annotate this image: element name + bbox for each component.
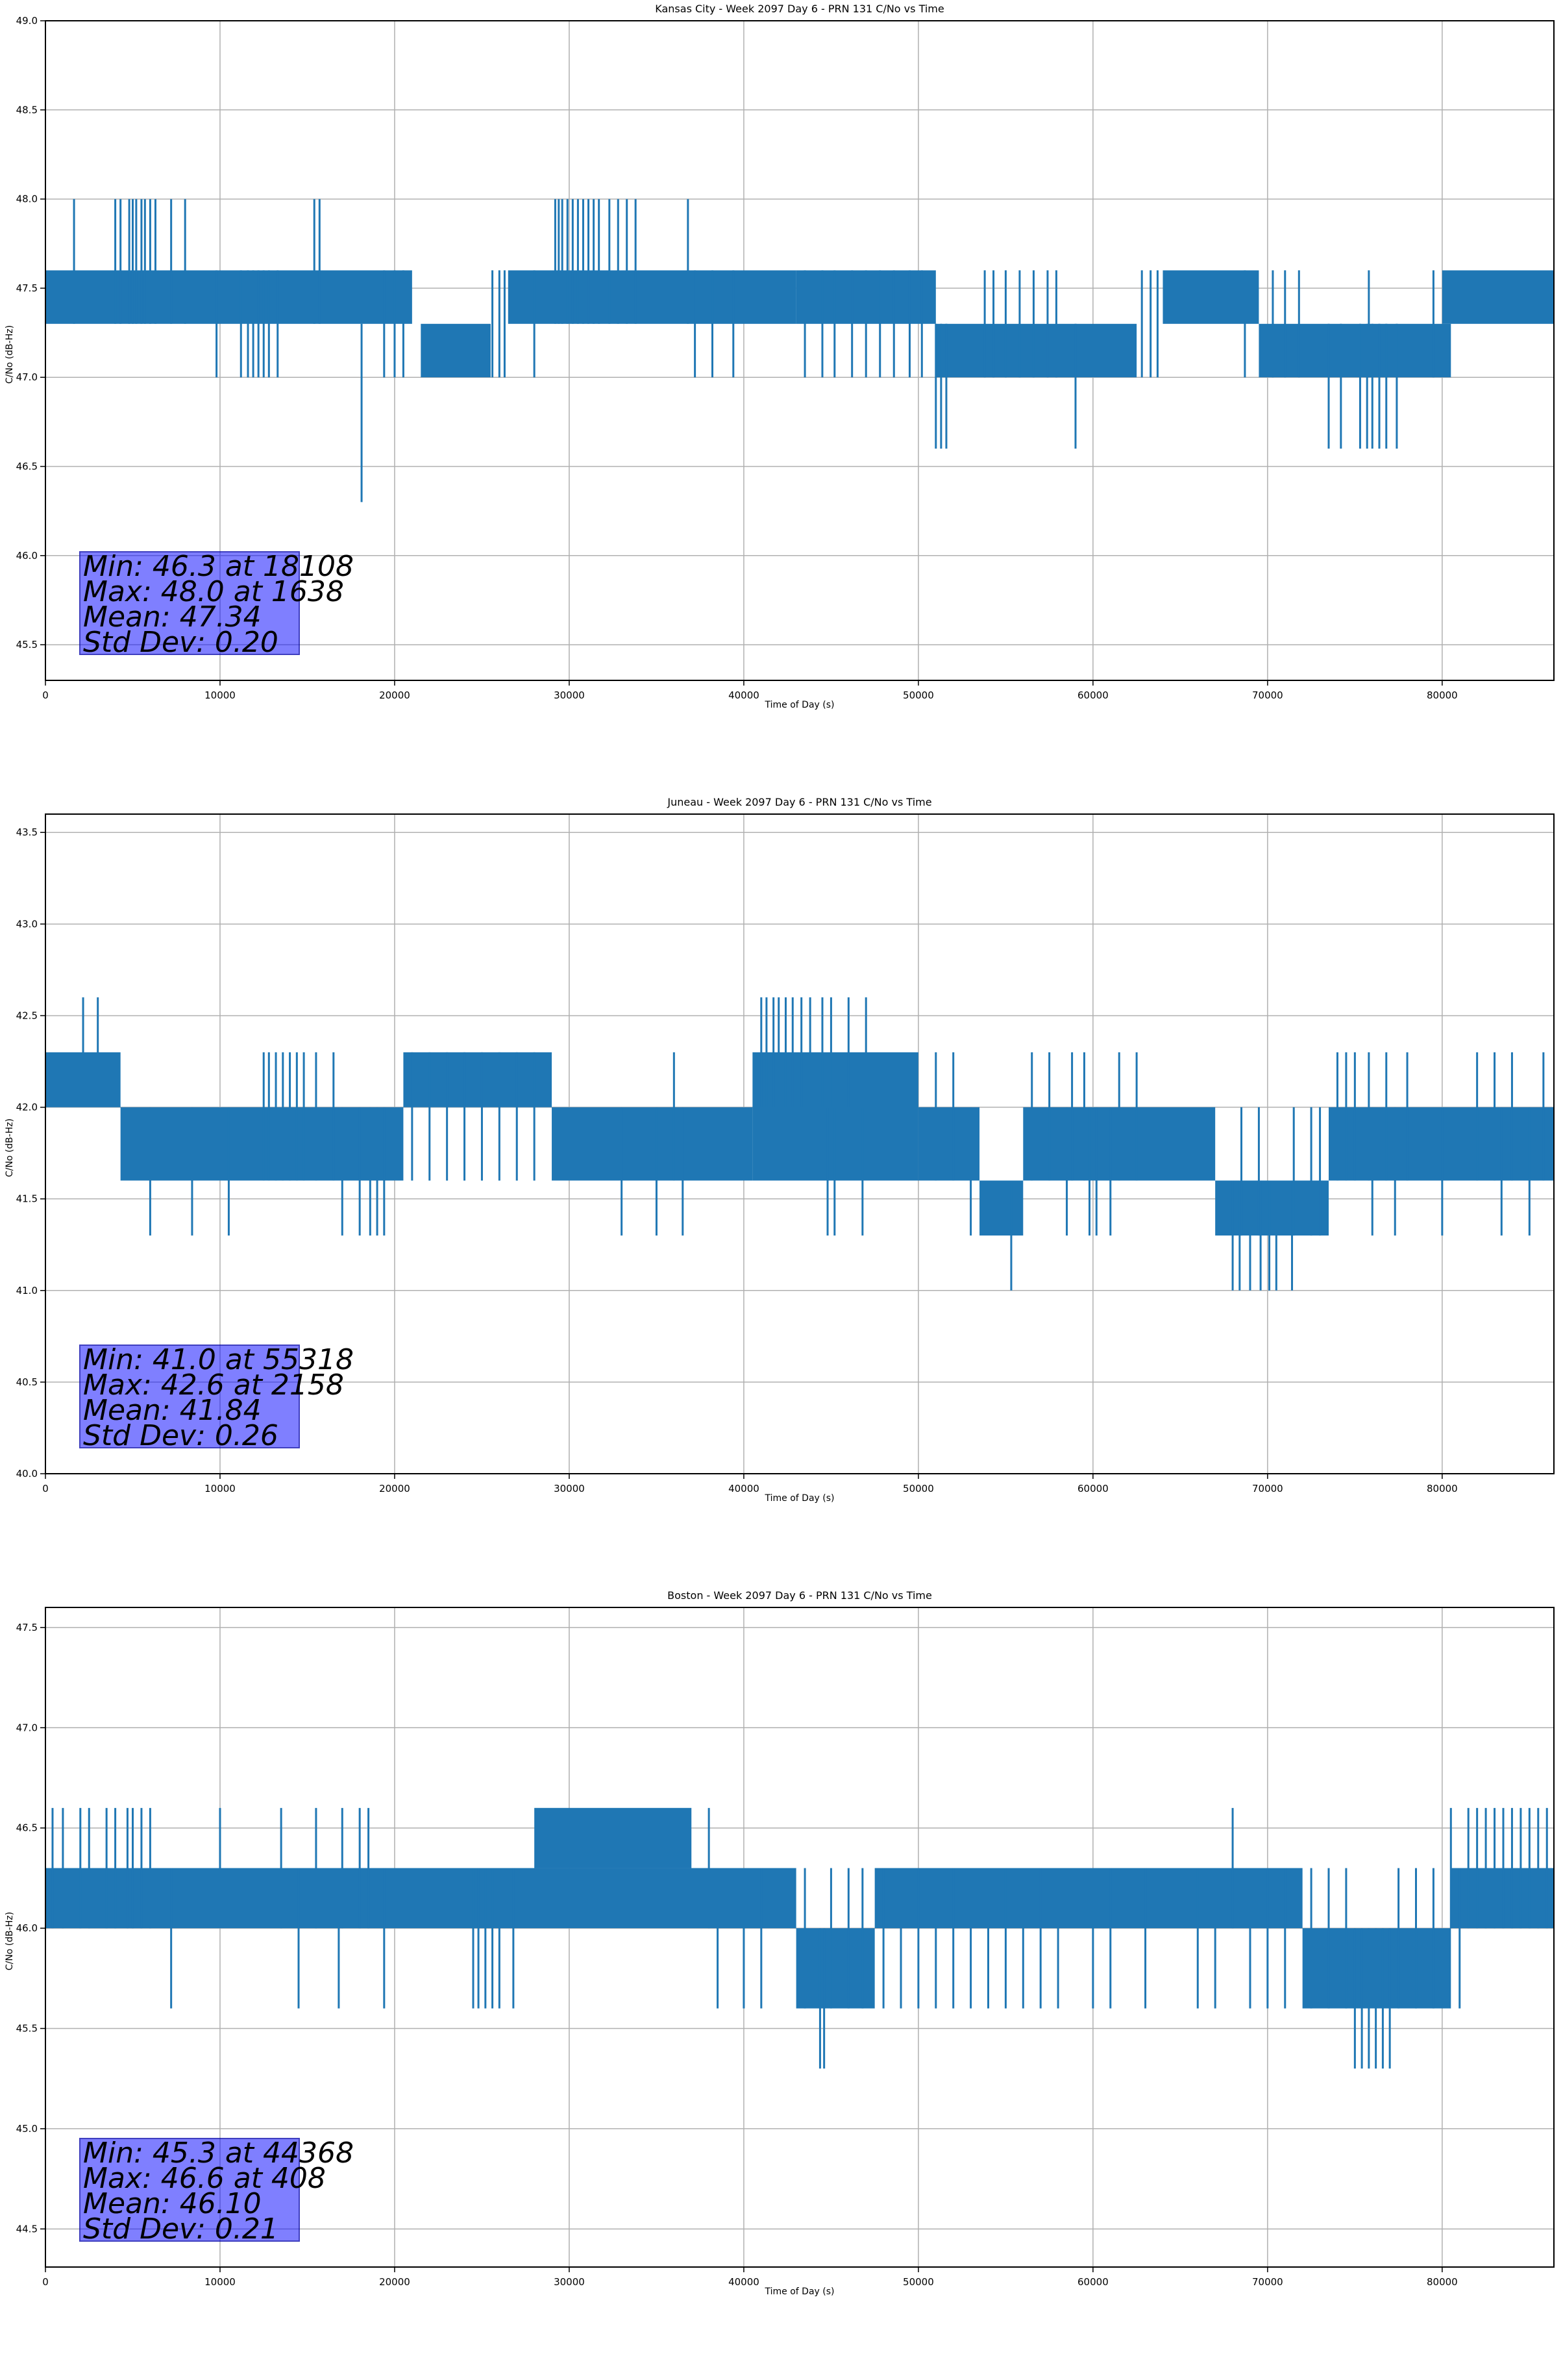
axes-frame: [45, 1607, 1555, 2268]
y-tick-label: 47.0: [16, 371, 38, 383]
stat-max: Max: 42.6 at 2158: [83, 1369, 344, 1402]
y-tick-label: 43.0: [16, 918, 38, 930]
chart-panel-kansas-city: Kansas City - Week 2097 Day 6 - PRN 131 …: [0, 0, 1563, 793]
chart-title: Kansas City - Week 2097 Day 6 - PRN 131 …: [655, 3, 944, 15]
x-tick-label: 50000: [903, 1483, 934, 1494]
x-tick-label: 50000: [903, 689, 934, 701]
data-band: [45, 1868, 796, 1929]
x-tick-label: 20000: [379, 2276, 410, 2288]
data-band: [979, 1180, 1024, 1236]
stats-box: Min: 41.0 at 55318 Max: 42.6 at 2158 Mea…: [79, 1345, 354, 1452]
y-tick-label: 44.5: [16, 2223, 38, 2235]
x-axis-label: Time of Day (s): [765, 2287, 835, 2297]
x-tick-label: 10000: [204, 689, 236, 701]
stat-max: Max: 46.6 at 408: [83, 2162, 326, 2195]
y-tick-label: 41.0: [16, 1285, 38, 1296]
y-tick-label: 47.5: [16, 282, 38, 294]
y-tick-label: 49.0: [16, 15, 38, 27]
data-band: [120, 1107, 404, 1181]
stat-max: Max: 48.0 at 1638: [83, 575, 344, 608]
y-tick-label: 41.5: [16, 1193, 38, 1205]
data-band: [1215, 1180, 1329, 1236]
x-tick-label: 0: [42, 2276, 49, 2288]
data-band: [508, 270, 796, 324]
y-tick-label: 40.0: [16, 1468, 38, 1480]
stat-std: Std Dev: 0.26: [83, 1419, 278, 1452]
x-tick-label: 30000: [554, 1483, 585, 1494]
x-tick-label: 80000: [1427, 689, 1458, 701]
x-axis-label: Time of Day (s): [765, 1493, 835, 1504]
y-tick-label: 40.5: [16, 1376, 38, 1388]
x-tick-label: 0: [42, 1483, 49, 1494]
x-tick-label: 80000: [1427, 1483, 1458, 1494]
data-band: [552, 1107, 753, 1181]
stats-box: Min: 45.3 at 44368 Max: 46.6 at 408 Mean…: [79, 2138, 354, 2246]
x-tick-label: 60000: [1077, 2276, 1109, 2288]
stats-box: Min: 46.3 at 18108 Max: 48.0 at 1638 Mea…: [79, 551, 354, 659]
x-tick-label: 70000: [1252, 1483, 1283, 1494]
y-tick-label: 46.5: [16, 1822, 38, 1834]
y-tick-label: 47.0: [16, 1722, 38, 1733]
axes-frame: [45, 813, 1555, 1474]
y-tick-label: 42.5: [16, 1010, 38, 1021]
chart-panel-juneau: Juneau - Week 2097 Day 6 - PRN 131 C/No …: [0, 793, 1563, 1587]
x-tick-label: 20000: [379, 1483, 410, 1494]
y-axis-label: C/No (dB-Hz): [5, 1118, 15, 1178]
y-tick-label: 46.0: [16, 550, 38, 562]
data-band: [1442, 270, 1554, 324]
data-band: [1259, 323, 1451, 378]
y-tick-label: 45.0: [16, 2123, 38, 2135]
y-tick-label: 46.0: [16, 1922, 38, 1934]
y-axis-label: C/No (dB-Hz): [5, 325, 15, 384]
stat-mean: Mean: 41.84: [83, 1394, 262, 1427]
y-tick-label: 48.0: [16, 193, 38, 205]
chart-title: Boston - Week 2097 Day 6 - PRN 131 C/No …: [667, 1589, 932, 1602]
data-band: [935, 323, 1137, 378]
x-tick-label: 10000: [204, 2276, 236, 2288]
stat-std: Std Dev: 0.20: [83, 626, 278, 659]
x-tick-label: 30000: [554, 2276, 585, 2288]
chart-panel-boston: Boston - Week 2097 Day 6 - PRN 131 C/No …: [0, 1587, 1563, 2380]
x-tick-label: 60000: [1077, 1483, 1109, 1494]
x-tick-label: 0: [42, 689, 49, 701]
x-tick-label: 60000: [1077, 689, 1109, 701]
x-tick-label: 70000: [1252, 2276, 1283, 2288]
data-band: [1163, 270, 1259, 324]
y-tick-label: 45.5: [16, 2023, 38, 2035]
data-band: [918, 1107, 980, 1181]
y-axis-label: C/No (dB-Hz): [5, 1911, 15, 1971]
x-tick-label: 40000: [728, 2276, 759, 2288]
data-band: [403, 1052, 552, 1108]
x-tick-label: 70000: [1252, 689, 1283, 701]
x-tick-label: 80000: [1427, 2276, 1458, 2288]
data-band: [421, 323, 491, 378]
x-tick-label: 40000: [728, 1483, 759, 1494]
data-band: [534, 1807, 692, 1868]
axes-frame: [45, 20, 1555, 681]
y-tick-label: 47.5: [16, 1622, 38, 1633]
x-tick-label: 40000: [728, 689, 759, 701]
y-tick-label: 42.0: [16, 1102, 38, 1113]
data-band: [45, 270, 412, 324]
plot-area: 0 10000 20000 30000 40000 50000 60000 70000 8000…: [16, 15, 1555, 701]
chart-title: Juneau - Week 2097 Day 6 - PRN 131 C/No …: [667, 796, 932, 808]
x-tick-label: 10000: [204, 1483, 236, 1494]
x-tick-label: 50000: [903, 2276, 934, 2288]
stat-mean: Mean: 46.10: [83, 2187, 262, 2220]
y-tick-label: 45.5: [16, 639, 38, 651]
y-tick-label: 46.5: [16, 460, 38, 472]
data-band: [874, 1868, 1303, 1929]
x-tick-label: 20000: [379, 689, 410, 701]
stat-mean: Mean: 47.34: [83, 601, 262, 634]
x-axis-label: Time of Day (s): [765, 700, 835, 710]
stat-std: Std Dev: 0.21: [83, 2213, 278, 2246]
plot-area: 0 10000 20000 30000 40000 50000 60000 70000 8000…: [16, 1607, 1555, 2288]
y-tick-label: 43.5: [16, 826, 38, 838]
y-tick-label: 48.5: [16, 104, 38, 116]
plot-area: 0 10000 20000 30000 40000 50000 60000 70000 8000…: [16, 813, 1555, 1494]
x-tick-label: 30000: [554, 689, 585, 701]
